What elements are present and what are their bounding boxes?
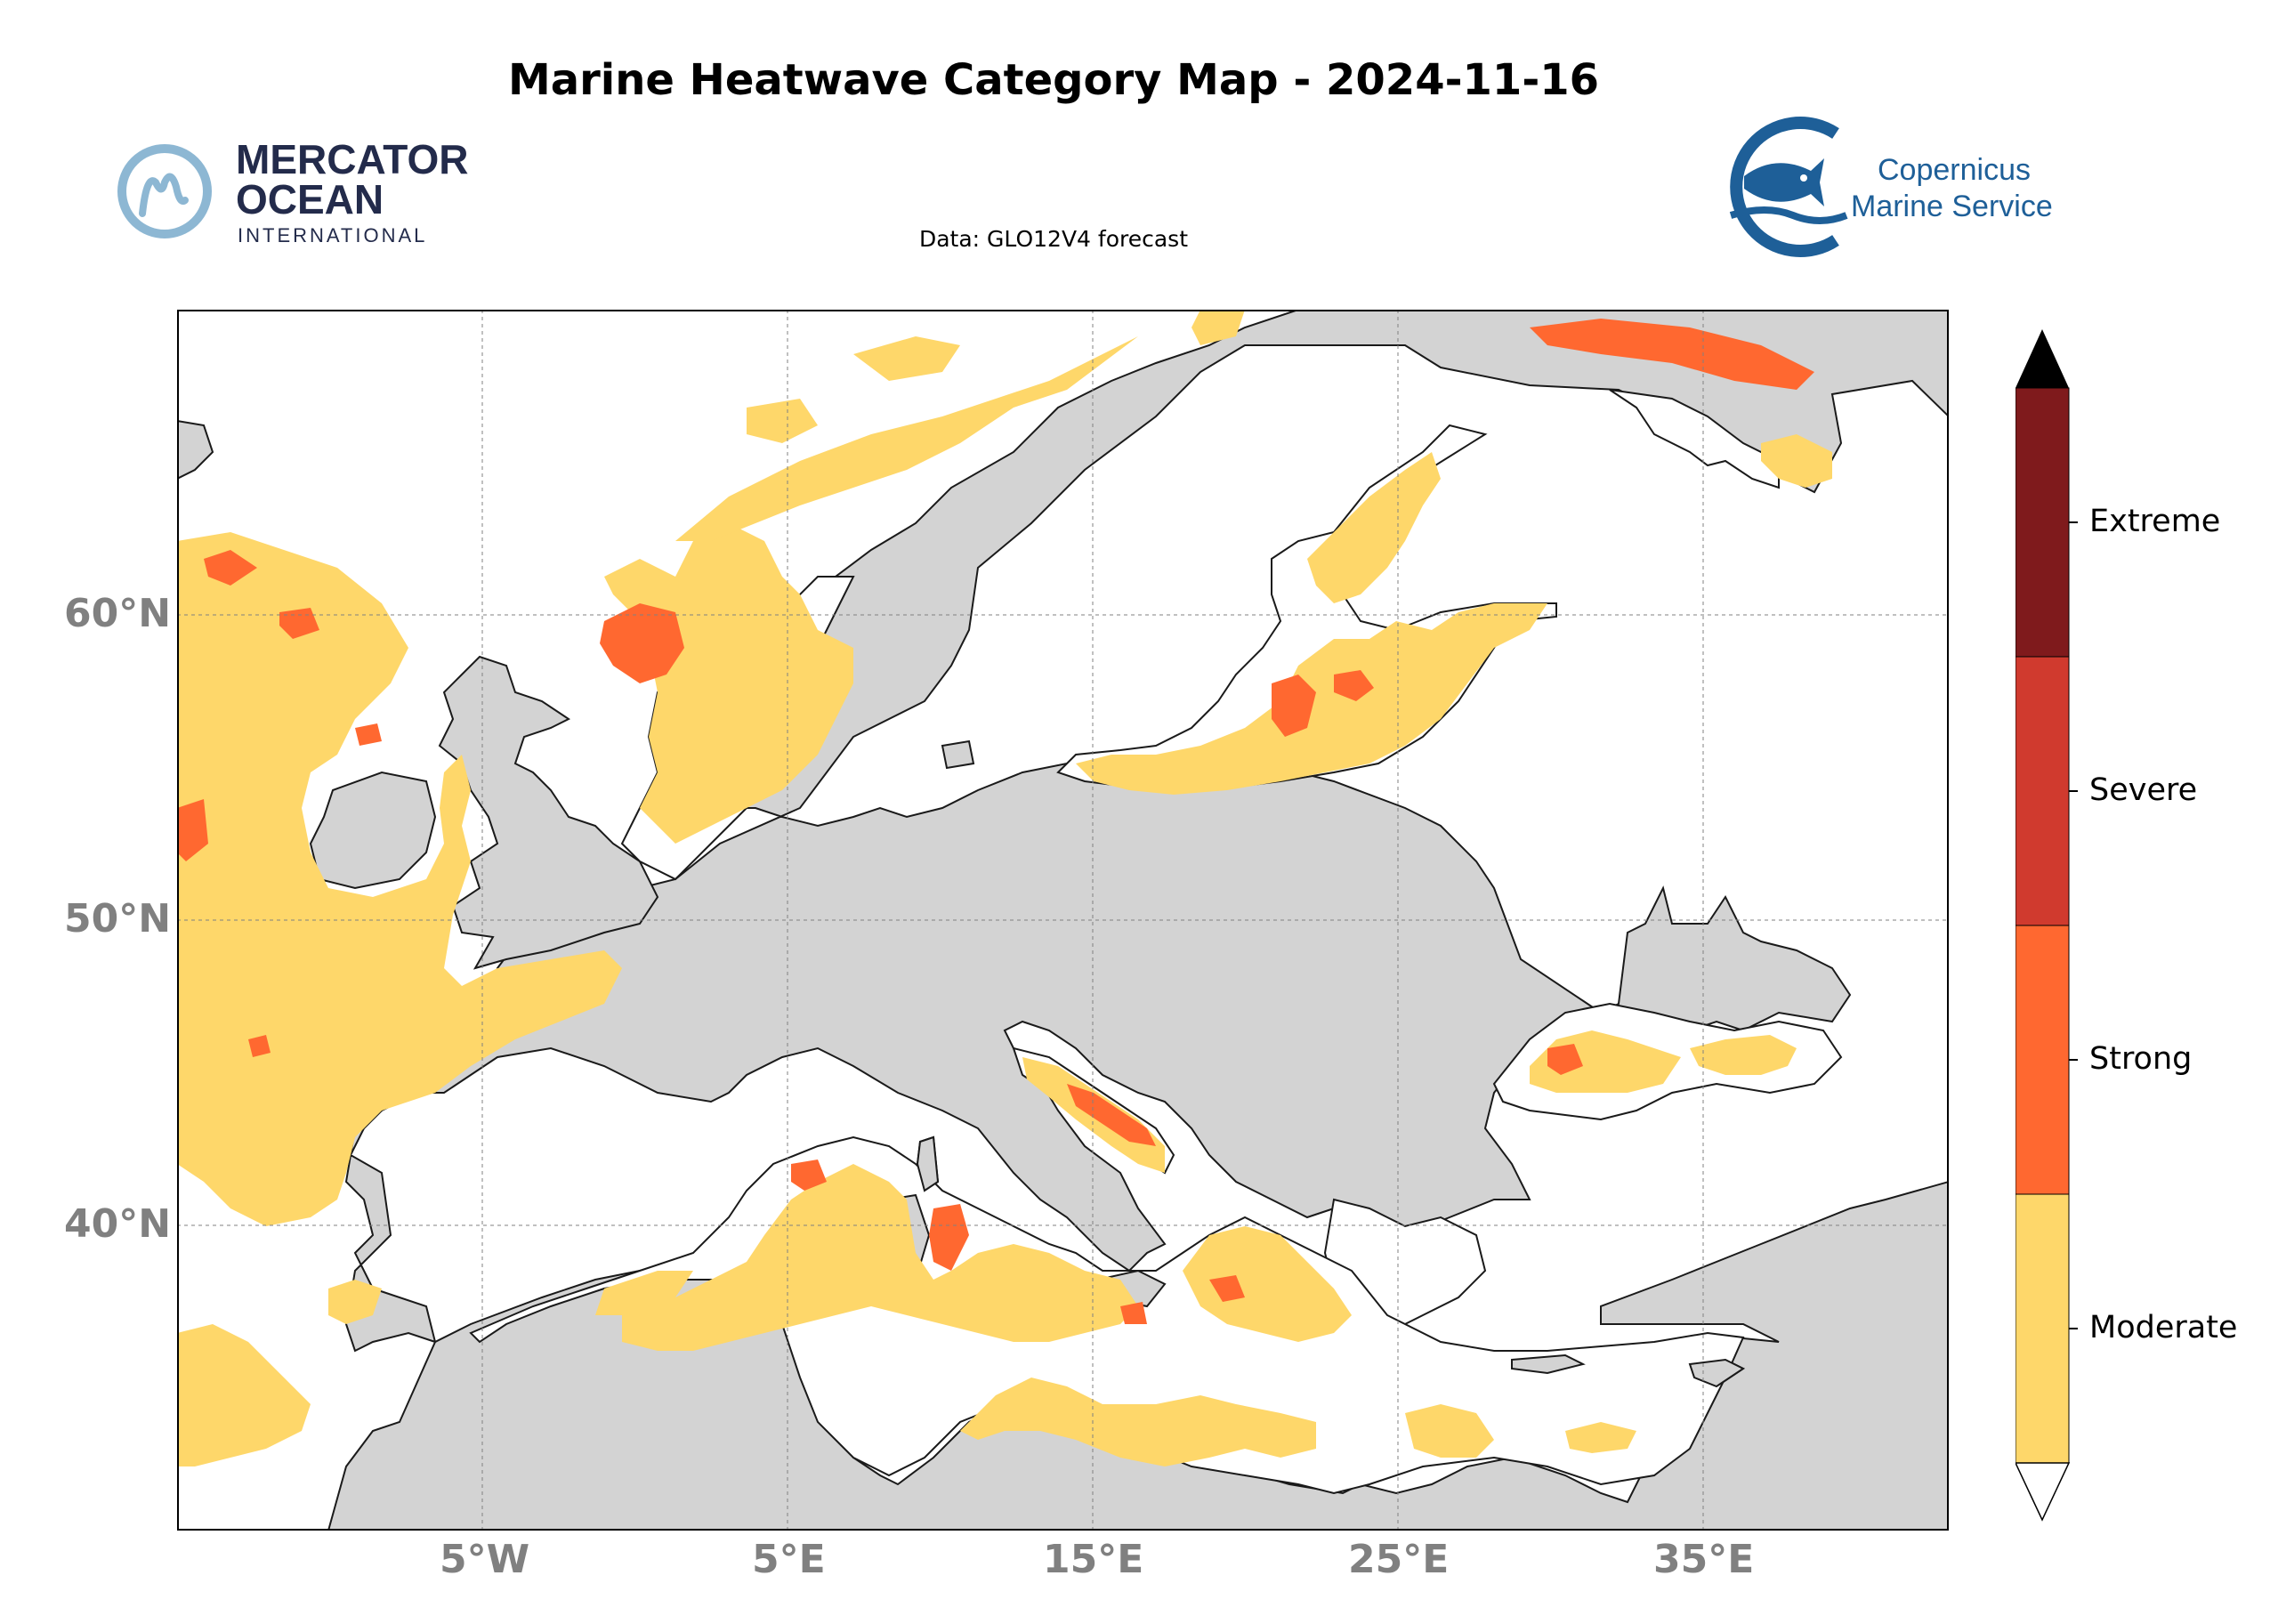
- lat-tick-40n: 40°N: [64, 1201, 172, 1247]
- moderate-north-sea: [604, 523, 853, 844]
- map-frame: [177, 310, 1949, 1531]
- colorbar-band-extreme: [2015, 387, 2070, 658]
- colorbar-band-strong: [2015, 925, 2070, 1195]
- moderate-norwegian-sea: [675, 336, 1138, 541]
- moderate-ionian: [1183, 1226, 1352, 1342]
- lon-tick-35e: 35°E: [1653, 1537, 1755, 1582]
- lat-tick-60n: 60°N: [64, 591, 172, 636]
- heatwave-map: [177, 310, 1949, 1531]
- lon-tick-15e: 15°E: [1043, 1537, 1144, 1582]
- land-ireland: [309, 771, 437, 890]
- category-colorbar: [2015, 329, 2078, 1522]
- moderate-biscay-patch: [328, 1280, 382, 1324]
- mercator-line2: OCEAN: [236, 176, 384, 222]
- moderate-gulf-of-bothnia: [1307, 452, 1441, 603]
- lon-tick-25e: 25°E: [1348, 1537, 1450, 1582]
- strong-barents: [1530, 319, 1814, 390]
- moderate-tyrrhenian: [960, 1378, 1316, 1466]
- moderate-atlantic-west: [177, 532, 622, 1226]
- moderate-levantine: [1405, 1404, 1494, 1458]
- strong-ionian-2: [1120, 1302, 1147, 1324]
- island-crete: [1511, 1353, 1586, 1375]
- strong-north-atlantic-1: [204, 550, 257, 586]
- copernicus-line2: Marine Service: [1851, 190, 2053, 223]
- land-great-britain: [438, 655, 659, 970]
- map-title: Marine Heatwave Category Map - 2024-11-1…: [507, 55, 1600, 105]
- legend-label-severe: Severe: [2089, 772, 2198, 808]
- strong-atlantic-small-1: [355, 723, 382, 746]
- gridlines: [177, 310, 1949, 1531]
- strong-tyrrhenian-1: [929, 1204, 969, 1271]
- copernicus-line1: Copernicus: [1878, 153, 2031, 187]
- lat-tick-50n: 50°N: [64, 896, 172, 941]
- strong-faroe: [600, 603, 684, 683]
- moderate-norwegian-patch-2: [747, 399, 818, 443]
- strong-north-atlantic-2: [279, 608, 319, 639]
- copernicus-marine-logo: Copernicus Marine Service: [1729, 117, 2053, 257]
- moderate-alboran: [595, 1271, 693, 1315]
- land-zealand: [941, 739, 975, 770]
- data-source-subtitle: Data: GLO12V4 forecast: [918, 226, 1188, 252]
- strong-baltic: [1272, 675, 1316, 737]
- colorbar-band-severe: [2015, 656, 2070, 926]
- mercator-line3: INTERNATIONAL: [238, 224, 427, 246]
- strong-gulf-of-lion: [791, 1159, 827, 1191]
- strong-adriatic: [1067, 1084, 1156, 1146]
- moderate-eastern-med-patch: [1565, 1422, 1636, 1453]
- legend-label-strong: Strong: [2089, 1041, 2193, 1077]
- strong-ionian-1: [1209, 1275, 1245, 1302]
- moderate-black-sea-east: [1690, 1035, 1797, 1075]
- legend-label-extreme: Extreme: [2089, 504, 2221, 539]
- colorbar-extend-max: [2015, 329, 2069, 388]
- strong-biscay-west: [177, 799, 208, 861]
- colorbar-extend-min: [2015, 1462, 2071, 1522]
- island-corsica: [916, 1135, 940, 1192]
- legend-label-moderate: Moderate: [2089, 1310, 2238, 1345]
- moderate-atlantic-southwest: [177, 1324, 311, 1466]
- mercator-ocean-logo: MERCATOR OCEAN INTERNATIONAL: [117, 136, 469, 246]
- mercator-line1: MERCATOR: [236, 136, 469, 182]
- white-sea: [1609, 389, 1780, 489]
- moderate-norwegian-patch-1: [853, 336, 960, 381]
- strong-gulf-of-riga: [1334, 670, 1374, 701]
- lon-tick-5e: 5°E: [752, 1537, 826, 1582]
- lon-tick-5w: 5°W: [440, 1537, 530, 1582]
- moderate-white-sea: [1761, 434, 1832, 488]
- colorbar-band-moderate: [2015, 1193, 2070, 1464]
- strong-atlantic-small-2: [248, 1035, 271, 1057]
- land-iceland-edge: [177, 419, 214, 481]
- strong-black-sea: [1547, 1044, 1583, 1075]
- strong-regions: [177, 319, 1814, 1324]
- moderate-arctic-top: [1192, 310, 1245, 345]
- moderate-western-med: [622, 1164, 1138, 1351]
